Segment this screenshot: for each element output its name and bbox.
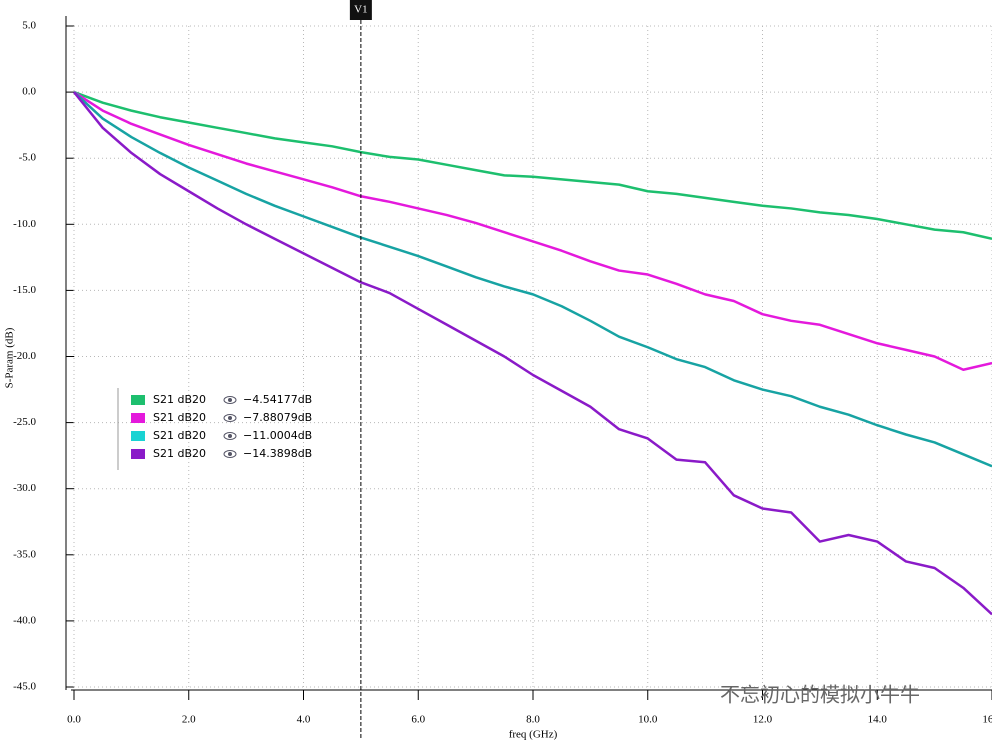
legend-label: S21 dB20 xyxy=(153,393,206,406)
x-tick-label: 10.0 xyxy=(638,714,658,726)
y-tick-label: 5.0 xyxy=(22,20,36,32)
legend-swatch xyxy=(131,431,145,441)
legend-label: S21 dB20 xyxy=(153,429,206,442)
legend-eye xyxy=(223,432,237,440)
y-tick-label: -25.0 xyxy=(13,416,36,428)
y-tick-label: -20.0 xyxy=(13,350,36,362)
x-tick-label: 14.0 xyxy=(868,714,888,726)
legend-eye-pupil xyxy=(228,398,232,402)
y-tick-label: 0.0 xyxy=(22,86,36,98)
y-tick-label: -40.0 xyxy=(13,614,36,626)
series-line xyxy=(73,91,992,616)
x-tick-label: 16.0 xyxy=(982,714,992,726)
legend-swatch xyxy=(131,413,145,423)
legend-label: S21 dB20 xyxy=(153,447,206,460)
x-axis-label: freq (GHz) xyxy=(509,729,558,740)
y-tick-label: -35.0 xyxy=(13,548,36,560)
x-tick-label: 12.0 xyxy=(753,714,773,726)
series-line xyxy=(73,91,992,468)
marker-label: V1 xyxy=(354,4,367,16)
legend-value: −4.54177dB xyxy=(243,393,312,406)
series-line xyxy=(73,90,992,241)
legend-eye-pupil xyxy=(228,452,232,456)
y-tick-label: -30.0 xyxy=(13,482,36,494)
y-tick-label: -10.0 xyxy=(13,218,36,230)
y-tick-label: -5.0 xyxy=(19,152,37,164)
legend-eye xyxy=(223,450,237,458)
series-line xyxy=(73,91,992,371)
legend-eye-pupil xyxy=(228,416,232,420)
legend-eye-pupil xyxy=(228,434,232,438)
x-tick-label: 6.0 xyxy=(411,714,425,726)
x-tick-label: 0.0 xyxy=(67,714,81,726)
legend-label: S21 dB20 xyxy=(153,411,206,424)
legend-swatch xyxy=(131,449,145,459)
watermark: 不忘初心的模拟小牛牛 xyxy=(720,683,920,707)
legend-value: −7.88079dB xyxy=(243,411,312,424)
x-tick-label: 2.0 xyxy=(182,714,196,726)
legend-swatch xyxy=(131,395,145,405)
x-tick-label: 4.0 xyxy=(297,714,311,726)
marker-tag xyxy=(349,0,372,20)
legend-value: −11.0004dB xyxy=(243,429,312,442)
y-tick-label: -15.0 xyxy=(13,284,36,296)
legend-value: −14.3898dB xyxy=(243,447,312,460)
y-tick-label: -45.0 xyxy=(13,681,36,693)
x-tick-label: 8.0 xyxy=(526,714,540,726)
legend-eye xyxy=(223,414,237,422)
legend-eye xyxy=(223,396,237,404)
y-axis-label: S-Param (dB) xyxy=(4,327,16,388)
